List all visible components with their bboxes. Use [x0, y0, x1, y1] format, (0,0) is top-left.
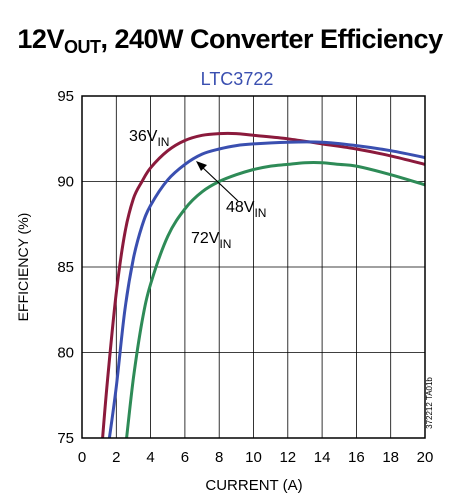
x-tick-label: 6	[181, 449, 189, 466]
part-number-watermark: 372212 TA01b	[425, 377, 434, 429]
y-tick-label: 95	[57, 88, 74, 105]
x-tick-label: 2	[112, 449, 120, 466]
x-tick-label: 16	[348, 449, 365, 466]
x-tick-label: 4	[146, 449, 154, 466]
series-line-48v	[107, 140, 426, 439]
x-tick-label: 12	[279, 449, 296, 466]
y-tick-label: 85	[57, 259, 74, 276]
y-tick-label: 90	[57, 174, 74, 191]
x-tick-label: 20	[417, 449, 434, 466]
x-tick-label: 0	[78, 449, 86, 466]
annotation-arrowhead	[196, 161, 207, 171]
series-label-72v: 72VIN	[191, 230, 231, 251]
y-axis-label: EFFICIENCY (%)	[15, 213, 31, 322]
x-tick-label: 14	[314, 449, 331, 466]
tick-labels: 0 2 4 6 8 10 12 14 16 18 20 75 80 85 90 95	[57, 88, 433, 466]
chart-title: 12VOUT, 240W Converter Efficiency	[17, 24, 443, 57]
x-tick-label: 10	[245, 449, 262, 466]
grid	[82, 96, 425, 438]
series-label-48v: 48VIN	[226, 199, 266, 220]
chart-subtitle: LTC3722	[201, 69, 274, 89]
y-tick-label: 75	[57, 430, 74, 447]
x-tick-label: 8	[215, 449, 223, 466]
x-axis-label: CURRENT (A)	[205, 477, 302, 494]
series-line-72v	[125, 160, 426, 439]
series-line-36v	[101, 131, 426, 439]
plot-frame	[81, 95, 426, 439]
series-lines	[101, 131, 426, 439]
x-tick-label: 18	[382, 449, 399, 466]
series-label-36v: 36VIN	[129, 128, 169, 149]
annotation-arrow-line	[200, 165, 239, 202]
y-tick-label: 80	[57, 345, 74, 362]
